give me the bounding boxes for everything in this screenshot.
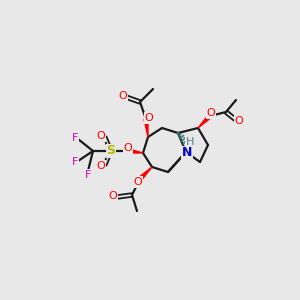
Text: O: O <box>145 113 153 123</box>
Polygon shape <box>139 167 152 180</box>
Text: O: O <box>207 108 215 118</box>
Text: O: O <box>97 131 105 141</box>
Text: S: S <box>106 145 116 158</box>
Text: N: N <box>182 146 192 160</box>
Text: H: H <box>186 137 194 147</box>
Text: F: F <box>85 170 91 180</box>
Polygon shape <box>144 119 148 137</box>
Text: F: F <box>72 133 78 143</box>
Polygon shape <box>129 149 143 153</box>
Text: O: O <box>235 116 243 126</box>
Text: O: O <box>97 161 105 171</box>
Text: O: O <box>109 191 117 201</box>
Text: F: F <box>72 157 78 167</box>
Text: O: O <box>124 143 132 153</box>
Text: O: O <box>118 91 127 101</box>
Polygon shape <box>198 115 211 128</box>
Text: O: O <box>134 177 142 187</box>
